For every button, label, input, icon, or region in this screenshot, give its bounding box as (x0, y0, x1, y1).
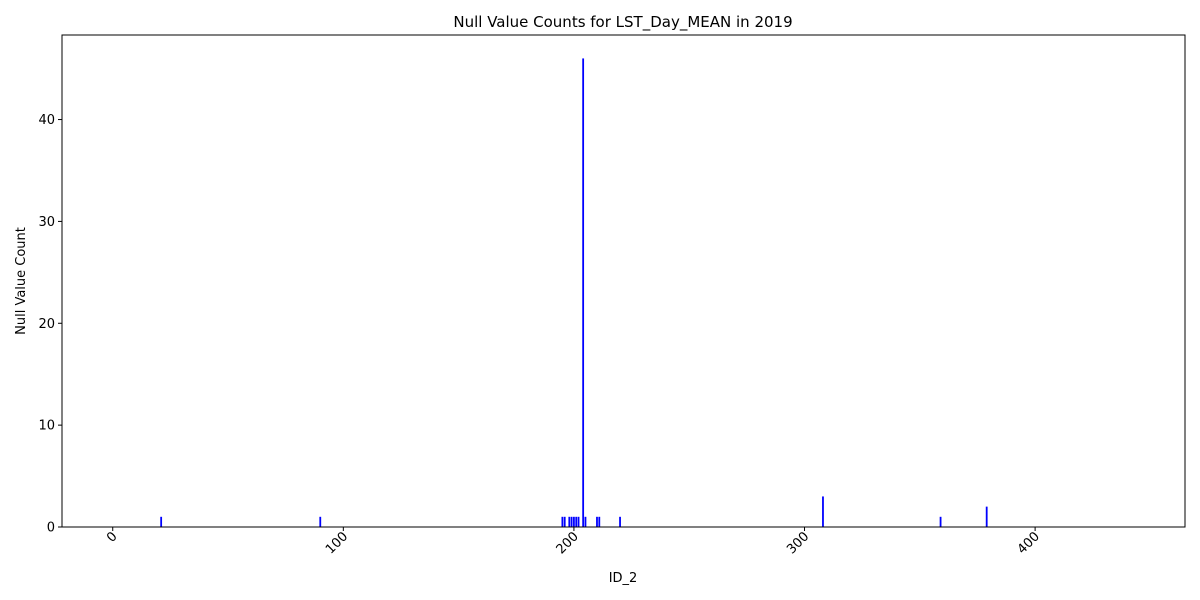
bar-id-220 (619, 516, 621, 527)
bar-id-359 (939, 516, 942, 527)
bar-id-201 (575, 516, 578, 527)
x-tick-label: 100 (323, 529, 351, 557)
bar-id-198 (568, 516, 571, 527)
bars-group (160, 58, 988, 528)
bar-id-90 (319, 516, 322, 527)
y-tick-label: 30 (38, 215, 55, 230)
bar-id-205 (584, 516, 587, 527)
y-axis-ticks: 0 10 20 30 40 (38, 113, 62, 536)
bar-id-210 (596, 516, 598, 527)
x-tick-label: 300 (784, 529, 812, 557)
x-axis-ticks: 0 100 200 300 400 (104, 527, 1043, 557)
bar-id-195 (561, 516, 564, 527)
x-axis-label: ID_2 (609, 571, 638, 586)
bar-id-211 (598, 516, 601, 527)
bar-id-202 (577, 516, 580, 527)
x-tick-label: 0 (104, 529, 120, 545)
y-tick-label: 0 (47, 521, 55, 536)
bar-id-204 (582, 58, 585, 528)
bar-id-379 (985, 506, 988, 527)
bar-id-21 (160, 516, 163, 527)
bar-id-308 (822, 496, 824, 527)
bar-id-200 (573, 516, 575, 527)
bar-id-199 (570, 516, 573, 527)
plot-area-frame (61, 34, 1186, 528)
chart-title: Null Value Counts for LST_Day_MEAN in 20… (453, 13, 792, 32)
bar-id-196 (563, 516, 566, 527)
y-tick-label: 20 (38, 317, 55, 332)
y-tick-label: 40 (38, 113, 55, 128)
x-tick-label: 400 (1015, 529, 1043, 557)
y-axis-label: Null Value Count (14, 227, 29, 335)
y-tick-label: 10 (38, 419, 55, 434)
x-tick-label: 200 (554, 529, 582, 557)
